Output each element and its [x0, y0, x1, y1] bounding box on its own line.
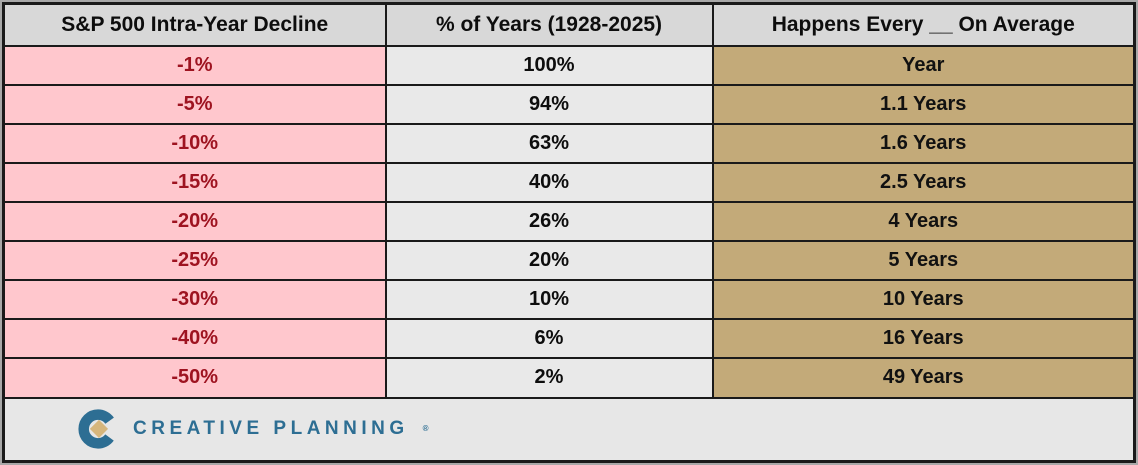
registered-mark: ®	[422, 424, 429, 434]
table-row: -30% 10% 10 Years	[2, 279, 1136, 321]
decline-cell: -20%	[2, 200, 387, 243]
header-decline: S&P 500 Intra-Year Decline	[2, 2, 387, 47]
decline-cell: -25%	[2, 240, 387, 282]
table-row: -5% 94% 1.1 Years	[2, 83, 1136, 125]
header-frequency: Happens Every __ On Average	[711, 2, 1136, 47]
decline-cell: -40%	[2, 318, 387, 360]
brand-logo: CREATIVE PLANNING ®	[77, 408, 1129, 450]
decline-cell: -1%	[2, 44, 387, 86]
table-row: -25% 20% 5 Years	[2, 240, 1136, 282]
freq-cell: 10 Years	[711, 279, 1136, 321]
freq-cell: 2.5 Years	[711, 161, 1136, 203]
decline-cell: -50%	[2, 357, 387, 399]
table-row: -10% 63% 1.6 Years	[2, 122, 1136, 164]
pct-cell: 94%	[384, 83, 714, 125]
freq-cell: 49 Years	[711, 357, 1136, 399]
pct-cell: 10%	[384, 279, 714, 321]
freq-cell: 1.6 Years	[711, 122, 1136, 164]
table-row: -20% 26% 4 Years	[2, 200, 1136, 243]
decline-cell: -15%	[2, 161, 387, 203]
table-row: -15% 40% 2.5 Years	[2, 161, 1136, 203]
freq-cell: Year	[711, 44, 1136, 86]
freq-cell: 16 Years	[711, 318, 1136, 360]
pct-cell: 100%	[384, 44, 714, 86]
table-row: -1% 100% Year	[2, 44, 1136, 86]
freq-cell: 1.1 Years	[711, 83, 1136, 125]
brand-name: CREATIVE PLANNING	[133, 418, 409, 440]
footer-cell: CREATIVE PLANNING ®	[2, 396, 1136, 463]
pct-cell: 40%	[384, 161, 714, 203]
table-row: -50% 2% 49 Years	[2, 357, 1136, 399]
pct-cell: 6%	[384, 318, 714, 360]
freq-cell: 4 Years	[711, 200, 1136, 243]
decline-cell: -10%	[2, 122, 387, 164]
header-pct-years: % of Years (1928-2025)	[384, 2, 714, 47]
freq-cell: 5 Years	[711, 240, 1136, 282]
pct-cell: 26%	[384, 200, 714, 243]
pct-cell: 63%	[384, 122, 714, 164]
footer-row: CREATIVE PLANNING ®	[2, 396, 1136, 463]
pct-cell: 20%	[384, 240, 714, 282]
table-row: -40% 6% 16 Years	[2, 318, 1136, 360]
decline-cell: -5%	[2, 83, 387, 125]
decline-cell: -30%	[2, 279, 387, 321]
creative-planning-c-icon	[77, 408, 119, 450]
pct-cell: 2%	[384, 357, 714, 399]
header-row: S&P 500 Intra-Year Decline % of Years (1…	[2, 2, 1136, 47]
